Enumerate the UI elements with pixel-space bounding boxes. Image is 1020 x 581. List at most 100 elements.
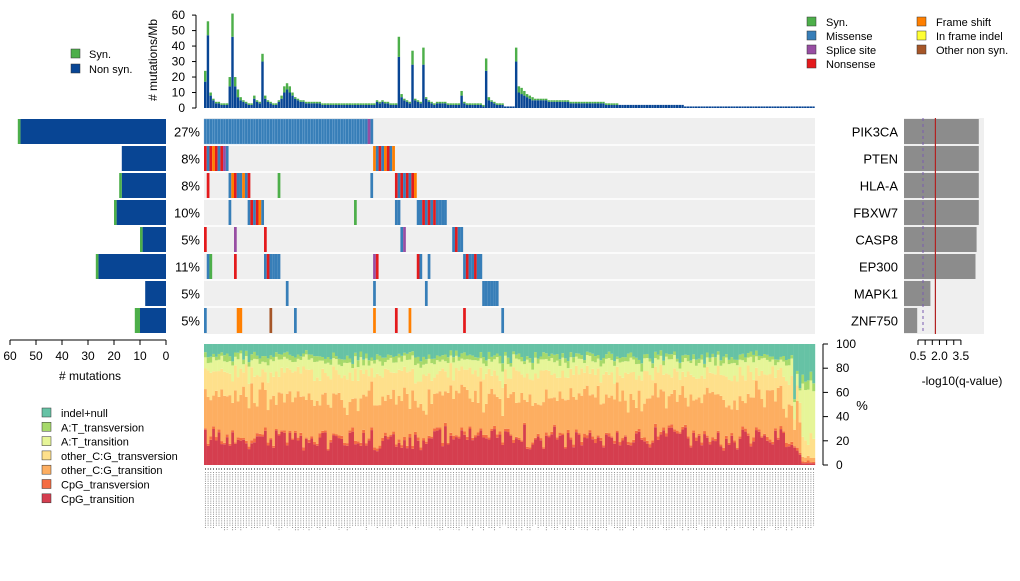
spectrum-segment	[277, 344, 281, 355]
spectrum-segment	[444, 344, 447, 355]
spectrum-segment	[416, 356, 420, 364]
burden-bar-nonsyn	[512, 106, 515, 108]
spectrum-segment	[673, 431, 677, 465]
burden-bar-syn	[585, 101, 589, 104]
spectrum-segment	[626, 361, 630, 374]
spectrum-segment	[735, 449, 739, 465]
spectrum-segment	[315, 445, 319, 465]
burden-bar-nonsyn	[490, 101, 493, 108]
spectrum-segment	[534, 344, 537, 353]
spectrum-segment	[684, 357, 687, 377]
spectrum-segment	[274, 428, 278, 431]
spectrum-segment	[754, 367, 758, 381]
spectrum-segment	[340, 435, 344, 439]
spectrum-segment	[654, 427, 657, 465]
spectrum-segment	[302, 366, 306, 397]
spectrum-segment	[384, 344, 387, 358]
burden-bar-syn	[517, 86, 521, 93]
spectrum-segment	[528, 447, 532, 450]
burden-bar-nonsyn	[779, 106, 782, 108]
spectrum-segment	[719, 374, 723, 396]
spectrum-segment	[247, 449, 251, 465]
burden-bar-nonsyn	[266, 101, 270, 108]
spectrum-segment	[433, 377, 437, 395]
spectrum-segment	[779, 356, 783, 360]
spectrum-segment	[247, 408, 251, 447]
spectrum-legend-label: A:T_transition	[61, 437, 129, 449]
spectrum-segment	[231, 381, 235, 403]
spectrum-segment	[264, 356, 267, 363]
burden-bar-nonsyn	[422, 64, 425, 108]
spectrum-segment	[602, 403, 606, 446]
spectrum-segment	[408, 408, 412, 435]
spectrum-segment	[444, 422, 447, 427]
burden-bar-syn	[419, 101, 422, 104]
mutation-cell	[424, 200, 428, 225]
mutation-cell	[252, 118, 256, 145]
spectrum-segment	[602, 447, 606, 465]
spectrum-segment	[585, 355, 589, 366]
qvalue-bar	[904, 200, 979, 225]
spectrum-segment	[370, 368, 374, 382]
spectrum-legend-label: CpG_transition	[61, 494, 134, 506]
spectrum-segment	[457, 344, 461, 357]
burden-bar-syn	[359, 103, 362, 105]
spectrum-segment	[392, 389, 396, 432]
spectrum-segment	[523, 377, 527, 400]
spectrum-segment	[364, 443, 368, 446]
spectrum-segment	[675, 358, 679, 362]
spectrum-segment	[651, 440, 655, 443]
mutation-cell	[408, 173, 412, 198]
burden-bar-nonsyn	[343, 104, 346, 108]
burden-bar-syn	[460, 90, 463, 96]
burden-bar-nonsyn	[294, 98, 297, 108]
spectrum-segment	[242, 359, 246, 365]
spectrum-segment	[544, 344, 548, 354]
spectrum-segment	[730, 433, 734, 436]
spectrum-segment	[424, 414, 428, 442]
spectrum-segment	[536, 404, 540, 434]
burden-bar-syn	[220, 103, 223, 105]
spectrum-segment	[370, 360, 374, 369]
spectrum-segment	[564, 358, 567, 363]
spectrum-segment	[446, 344, 450, 358]
spectrum-segment	[225, 434, 229, 438]
spectrum-segment	[585, 435, 589, 439]
spectrum-segment	[613, 361, 617, 366]
spectrum-segment	[654, 423, 657, 428]
spectrum-segment	[694, 344, 698, 360]
spectrum-segment	[564, 344, 567, 359]
burden-bar-nonsyn	[324, 104, 327, 108]
burden-bar-syn	[607, 103, 611, 105]
spectrum-segment	[343, 442, 347, 446]
spectrum-segment	[438, 429, 442, 465]
mutation-cell	[294, 308, 297, 333]
spectrum-segment	[403, 387, 407, 437]
spectrum-segment	[501, 415, 505, 443]
spectrum-segment	[209, 436, 213, 440]
spectrum-segment	[594, 362, 597, 375]
spectrum-segment	[591, 439, 595, 465]
spectrum-segment	[741, 344, 745, 354]
burden-bar-syn	[424, 97, 428, 99]
burden-bar-syn	[225, 103, 229, 105]
spectrum-segment	[708, 357, 712, 362]
burden-bar-nonsyn	[525, 97, 529, 108]
spectrum-segment	[798, 344, 802, 389]
spectrum-segment	[678, 394, 682, 433]
spectrum-segment	[378, 445, 382, 449]
mutation-cell	[362, 118, 366, 145]
mutation-cell	[389, 146, 393, 171]
spectrum-segment	[566, 399, 570, 430]
spectrum-segment	[692, 432, 696, 465]
spectrum-segment	[774, 344, 778, 360]
spectrum-segment	[583, 344, 587, 361]
spectrum-segment	[288, 344, 292, 355]
spectrum-segment	[315, 377, 319, 401]
spectrum-segment	[242, 438, 246, 440]
spectrum-segment	[580, 355, 584, 359]
mutation-cell	[375, 146, 379, 171]
spectrum-segment	[498, 434, 502, 465]
burden-bar-nonsyn	[253, 98, 256, 108]
spectrum-segment	[596, 385, 600, 436]
